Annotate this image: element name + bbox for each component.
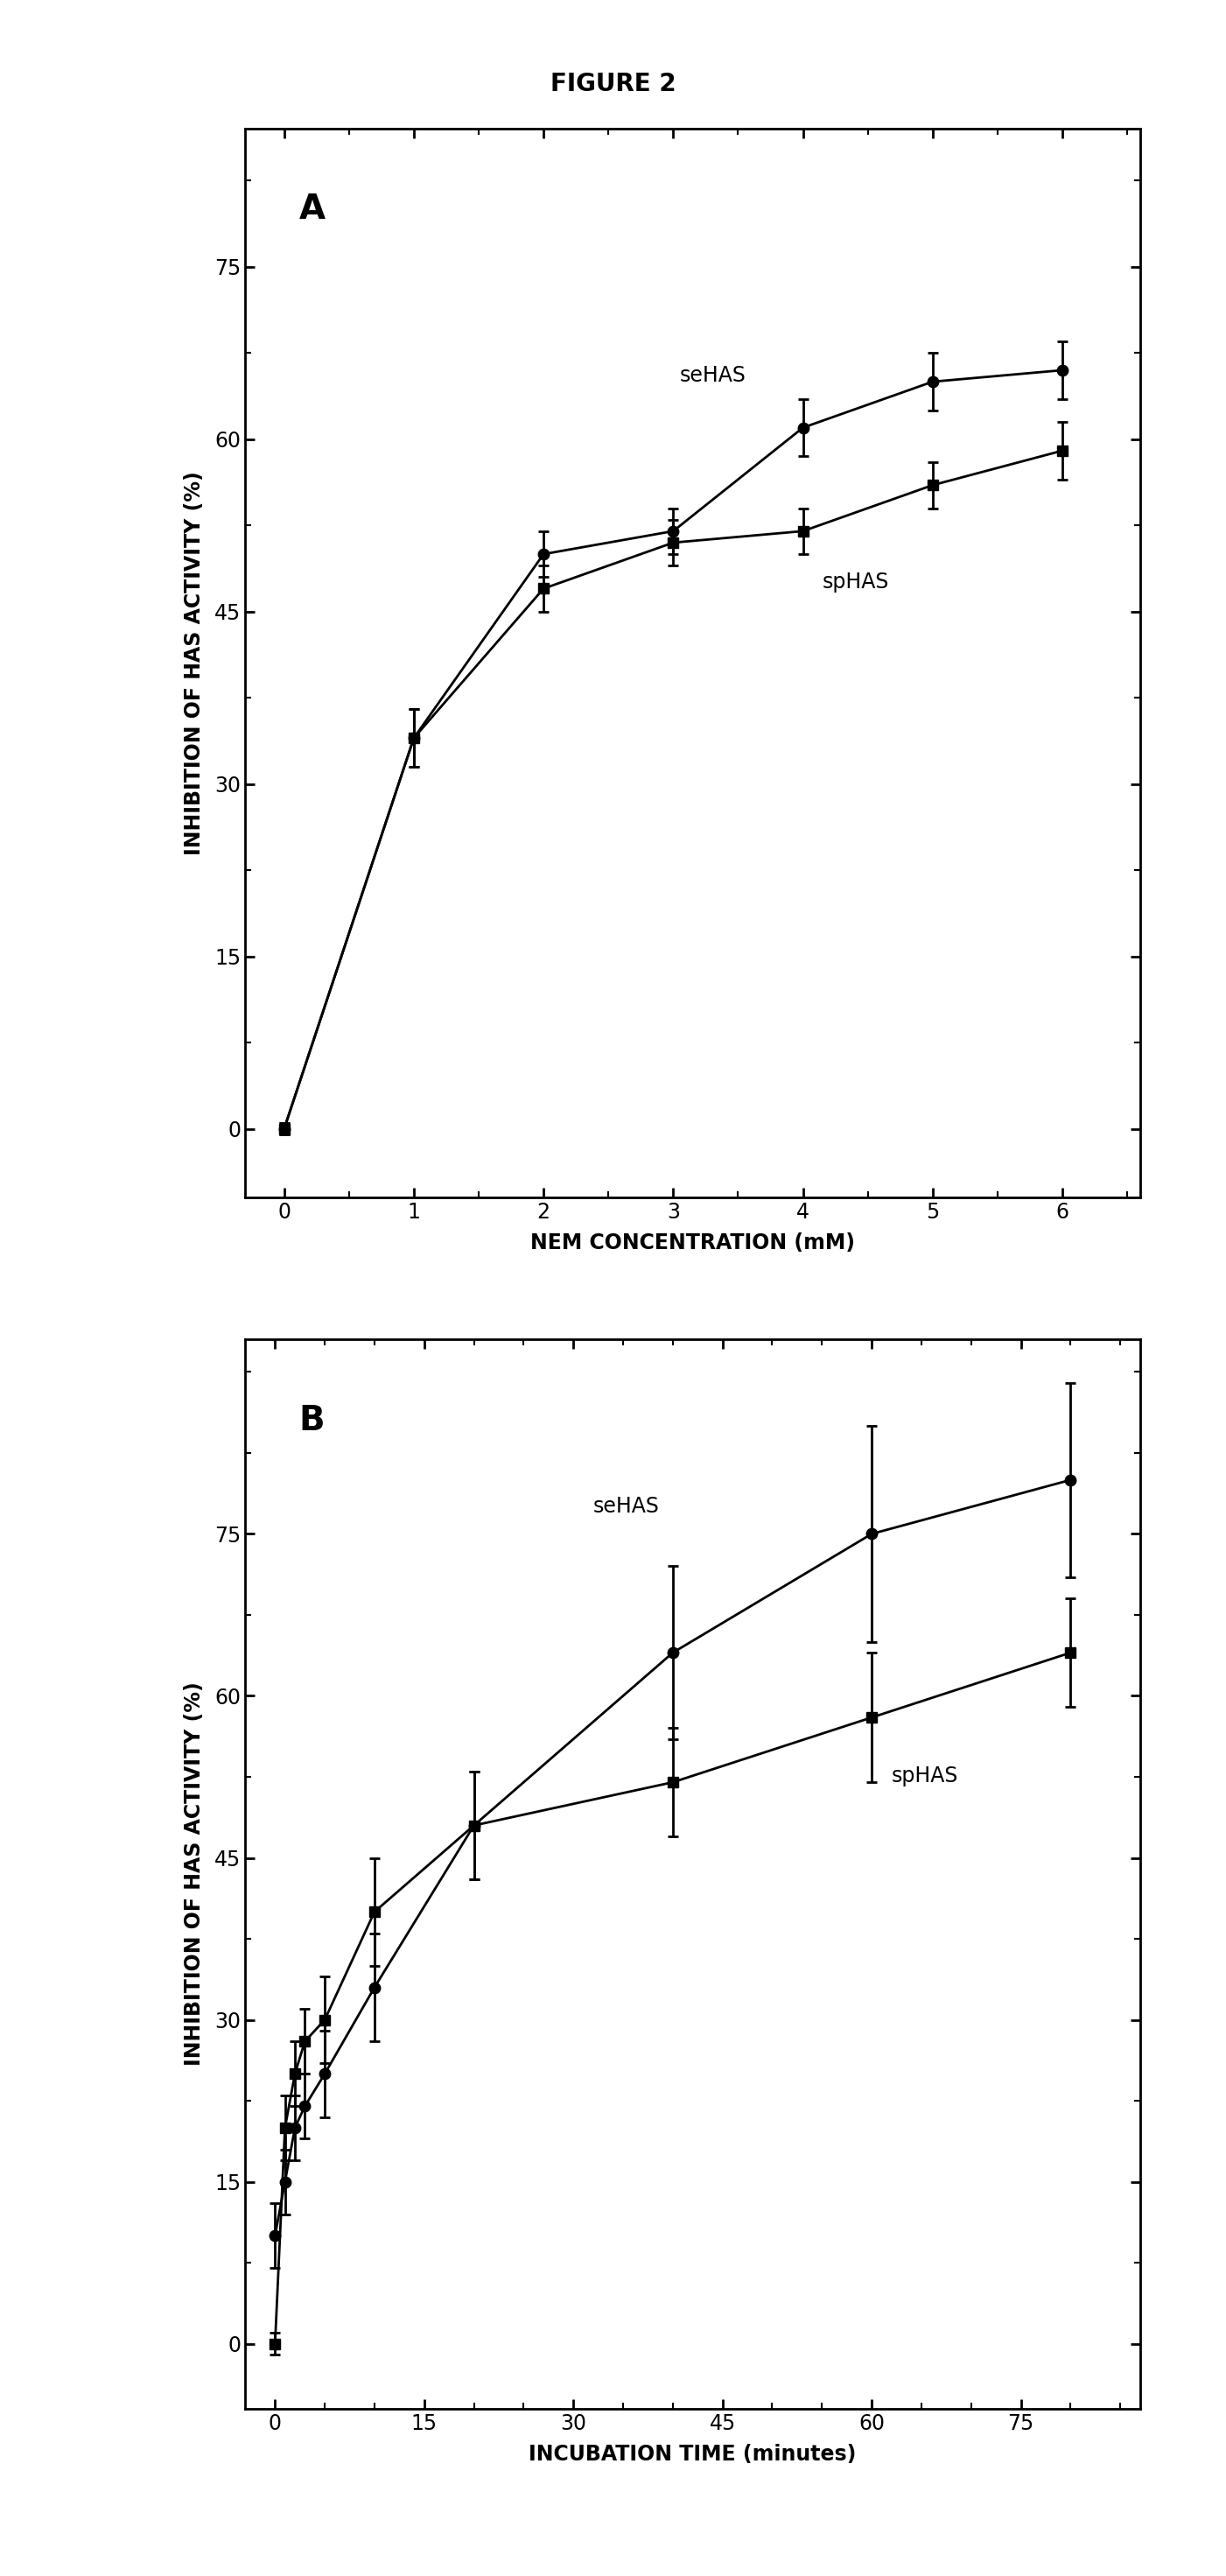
Text: seHAS: seHAS: [593, 1497, 660, 1517]
Y-axis label: INHIBITION OF HAS ACTIVITY (%): INHIBITION OF HAS ACTIVITY (%): [184, 1682, 205, 2066]
X-axis label: NEM CONCENTRATION (mM): NEM CONCENTRATION (mM): [531, 1234, 855, 1255]
Text: B: B: [299, 1404, 325, 1437]
Text: spHAS: spHAS: [823, 572, 889, 592]
X-axis label: INCUBATION TIME (minutes): INCUBATION TIME (minutes): [528, 2445, 857, 2465]
Text: spHAS: spHAS: [891, 1765, 959, 1788]
Text: A: A: [299, 193, 325, 227]
Text: FIGURE 2: FIGURE 2: [550, 72, 676, 98]
Y-axis label: INHIBITION OF HAS ACTIVITY (%): INHIBITION OF HAS ACTIVITY (%): [184, 471, 205, 855]
Text: seHAS: seHAS: [679, 366, 747, 386]
